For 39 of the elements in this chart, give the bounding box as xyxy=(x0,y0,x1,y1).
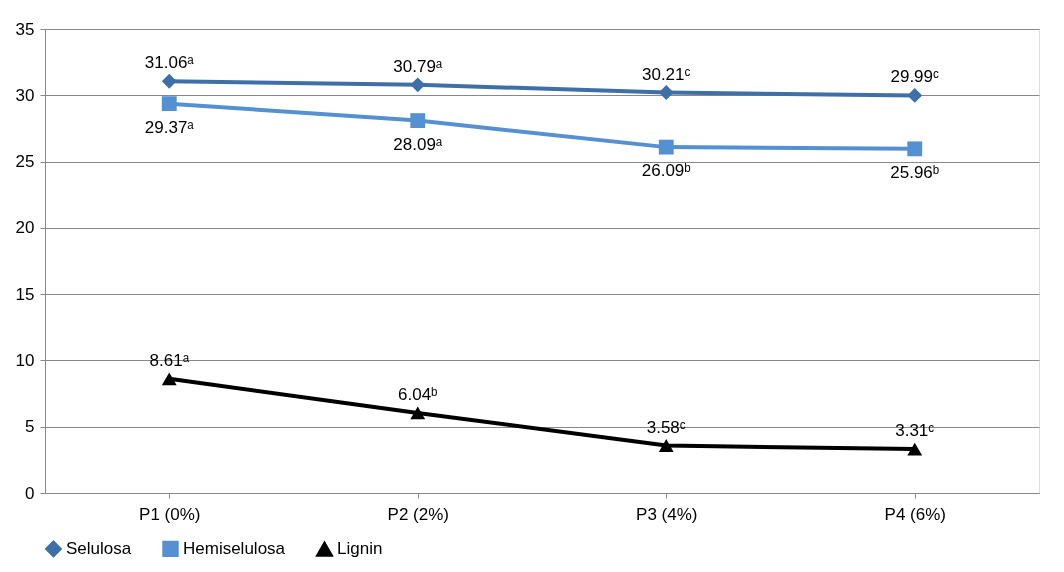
x-tick-label: P4 (6%) xyxy=(884,504,946,524)
legend-label: Selulosa xyxy=(66,538,132,558)
y-tick-label: 35 xyxy=(15,19,35,39)
y-tick-label: 0 xyxy=(25,483,35,503)
y-tick-label: 5 xyxy=(25,417,35,437)
data-label: 30.79ᵃ xyxy=(393,56,443,76)
data-label: 26.09ᵇ xyxy=(641,161,691,181)
point xyxy=(410,406,426,420)
data-label: 29.37ᵃ xyxy=(144,117,195,137)
legend-label: Hemiselulosa xyxy=(183,538,286,558)
data-label: 28.09ᵃ xyxy=(393,134,443,154)
point xyxy=(161,372,177,386)
data-label: 29.99ᶜ xyxy=(890,67,940,87)
data-label: 8.61ᵃ xyxy=(149,350,190,370)
y-tick-label: 20 xyxy=(15,218,35,238)
point xyxy=(907,442,923,456)
point xyxy=(658,439,674,452)
x-tick-label: P3 (4%) xyxy=(636,504,698,524)
data-label: 30.21ᶜ xyxy=(641,64,691,84)
legend-label: Lignin xyxy=(337,539,383,559)
point xyxy=(658,85,674,100)
point xyxy=(161,73,177,89)
point xyxy=(410,113,426,129)
y-tick-label: 10 xyxy=(15,350,35,370)
point xyxy=(907,141,923,157)
data-label: 3.31ᶜ xyxy=(895,421,935,441)
x-tick-label: P2 (2%) xyxy=(387,504,449,524)
point xyxy=(410,77,426,93)
data-label: 25.96ᵇ xyxy=(890,162,940,182)
y-tick-label: 15 xyxy=(15,284,35,304)
data-label: 3.58ᶜ xyxy=(646,417,686,437)
data-label: 31.06ᵃ xyxy=(144,53,195,73)
y-tick-label: 25 xyxy=(15,152,35,172)
point xyxy=(161,96,177,112)
data-label: 6.04ᵇ xyxy=(397,384,438,404)
y-tick-label: 30 xyxy=(15,85,35,105)
point xyxy=(658,139,674,155)
point xyxy=(907,88,923,103)
x-tick-label: P1 (0%) xyxy=(139,504,201,524)
